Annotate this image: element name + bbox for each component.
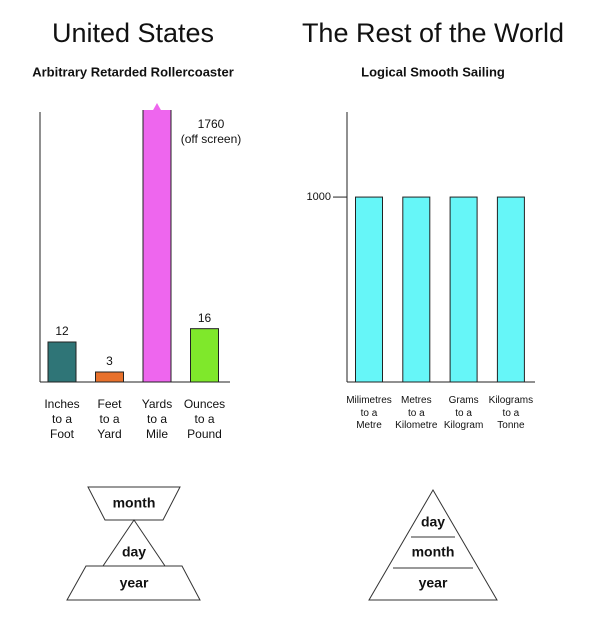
x-tick-label: Yards to a Mile: [141, 397, 173, 441]
value-label: 16: [197, 310, 212, 325]
x-tick-label: Grams to a Kilogram: [443, 395, 484, 431]
value-label: 1760 (off screen): [180, 117, 242, 146]
bar: [449, 196, 478, 383]
x-tick-label: Milimetres to a Metre: [346, 395, 392, 431]
bar: [496, 196, 525, 383]
diagram-label: month: [113, 495, 156, 511]
diagram-label: year: [419, 575, 448, 591]
bar: [190, 328, 219, 383]
diagram-label: day: [421, 514, 445, 530]
diagram-left: [66, 486, 201, 601]
bar: [355, 196, 383, 383]
x-tick-label: Feet to a Yard: [97, 397, 122, 441]
level: [66, 565, 201, 601]
bar: [47, 341, 77, 383]
chart-title: The Rest of the World: [302, 18, 564, 48]
level: [87, 486, 181, 521]
x-tick-label: Kilograms to a Tonne: [488, 395, 534, 431]
diagram-label: year: [120, 575, 149, 591]
x-tick-label: Metres to a Kilometre: [395, 395, 438, 431]
value-label: 3: [106, 354, 113, 368]
pyramid: [368, 489, 498, 601]
diagram-label: day: [122, 544, 146, 560]
y-tick-label: 1000: [307, 191, 331, 203]
x-tick-label: Ounces to a Pound: [183, 397, 226, 441]
value-label: 12: [55, 324, 69, 338]
diagram-label: month: [412, 544, 455, 560]
chart-subtitle: Logical Smooth Sailing: [361, 64, 505, 79]
diagram-right: [368, 489, 498, 601]
bar: [95, 371, 124, 383]
chart-title: United States: [52, 18, 214, 48]
bar: [402, 196, 431, 383]
x-tick-label: Inches to a Foot: [44, 397, 80, 441]
chart-subtitle: Arbitrary Retarded Rollercoaster: [32, 64, 234, 79]
bar: [142, 110, 172, 383]
overflow-spike: [152, 103, 162, 112]
